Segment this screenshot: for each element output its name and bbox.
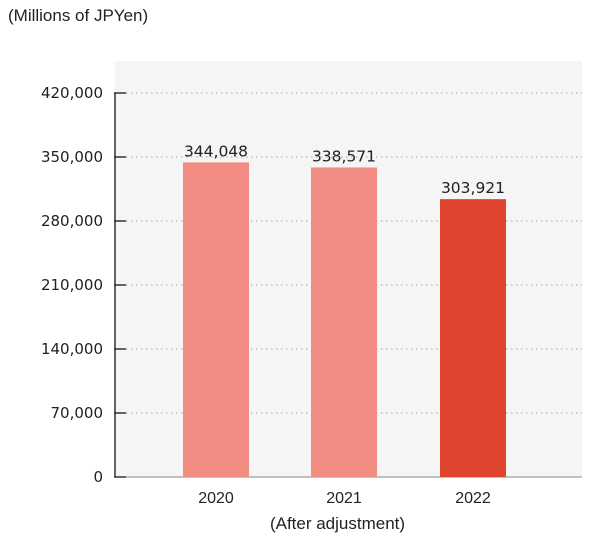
x-category-label: 2022	[455, 490, 491, 507]
y-tick-label: 70,000	[51, 404, 104, 422]
y-tick-label: 420,000	[41, 84, 103, 102]
y-tick-label: 350,000	[41, 148, 103, 166]
value-label: 338,571	[312, 147, 376, 165]
y-tick-label: 0	[93, 468, 103, 486]
value-label: 344,048	[184, 142, 248, 160]
y-tick-label: 210,000	[41, 276, 103, 294]
bars	[183, 162, 506, 477]
x-category-label: 2021	[326, 490, 362, 507]
unit-label: (Millions of JPYen)	[8, 6, 149, 25]
y-tick-label: 140,000	[41, 340, 103, 358]
x-category-label: 2020	[198, 490, 234, 507]
labels: 0 70,000 140,000 210,000 280,000 350,000 420,0…	[41, 84, 505, 507]
y-tick-label: 280,000	[41, 212, 103, 230]
bar-2020	[183, 162, 249, 477]
bar-2021	[311, 167, 377, 477]
x-axis-title: (After adjustment)	[269, 514, 406, 533]
value-label: 303,921	[441, 179, 505, 197]
bar-2022	[440, 199, 506, 477]
